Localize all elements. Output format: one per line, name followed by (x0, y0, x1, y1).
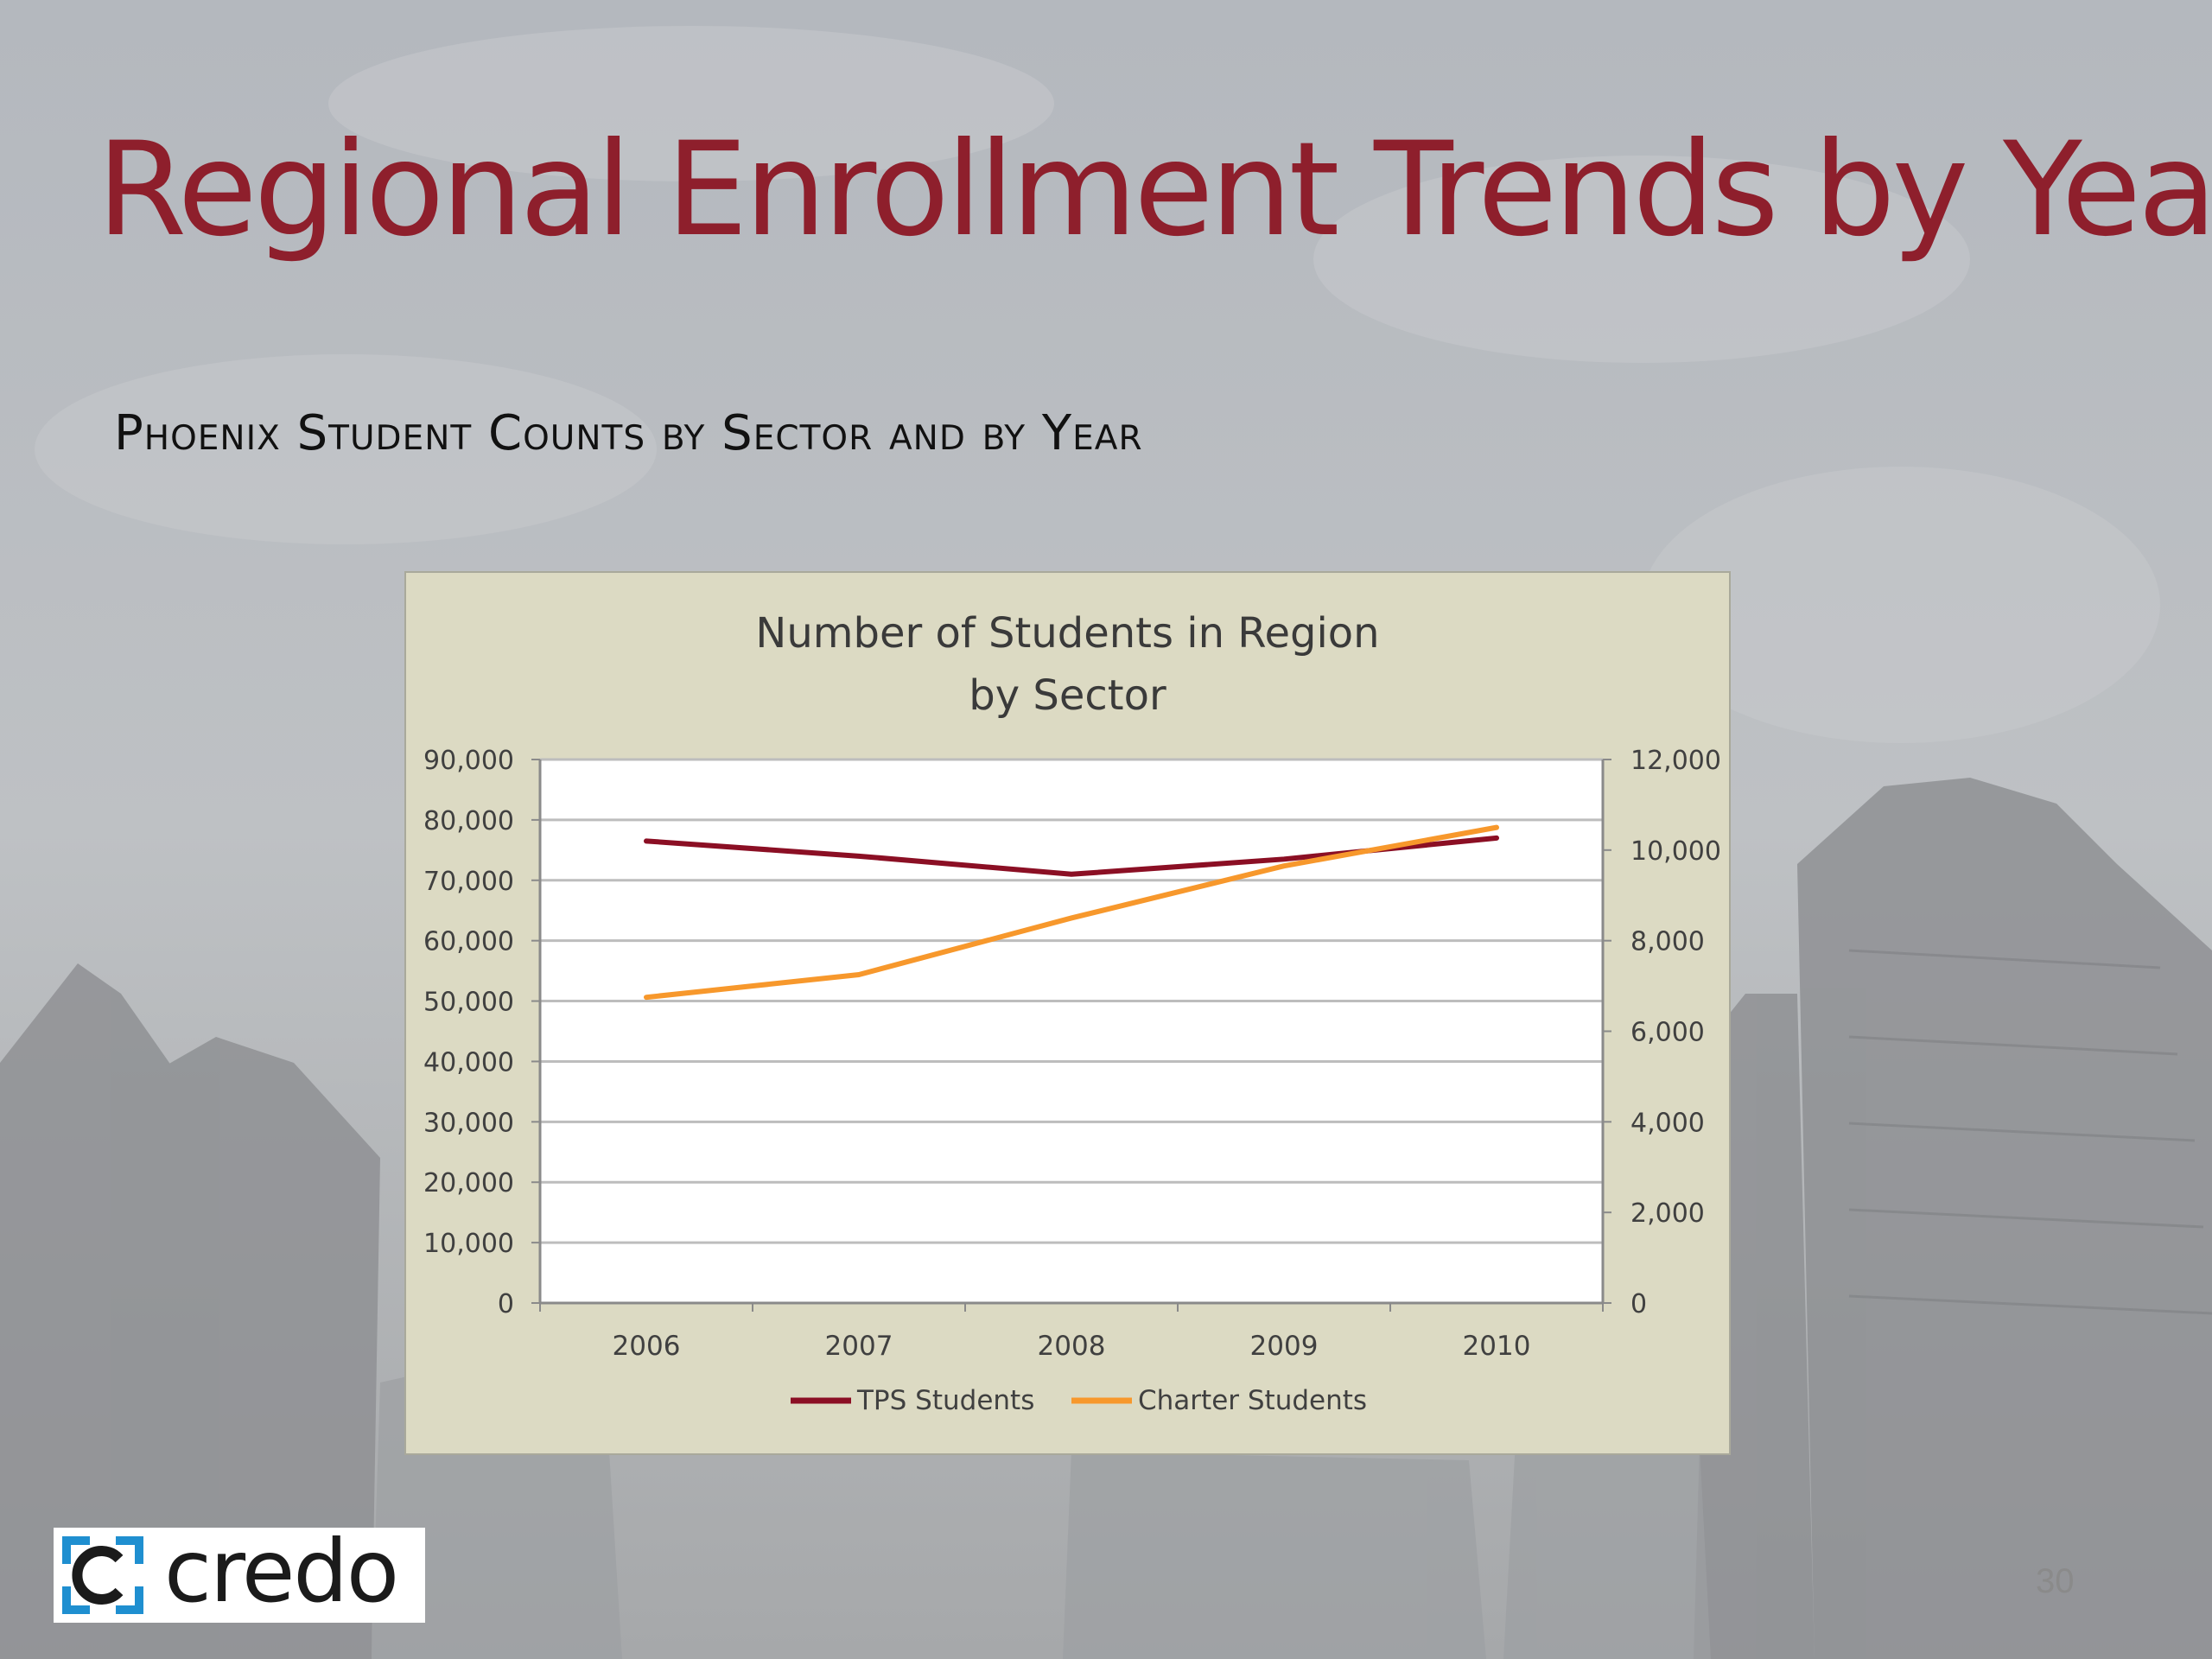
right-axis-tick-label: 2,000 (1630, 1198, 1705, 1229)
credo-logo: credo (54, 1524, 425, 1623)
x-axis-tick-label: 2010 (1463, 1331, 1531, 1362)
right-axis-tick-label: 6,000 (1630, 1018, 1705, 1048)
left-axis-tick-label: 10,000 (423, 1229, 514, 1259)
chart-title-line-2: by Sector (969, 671, 1166, 720)
left-axis-tick-label: 40,000 (423, 1047, 514, 1077)
left-axis-tick-label: 80,000 (423, 806, 514, 836)
left-axis-tick-label: 50,000 (423, 988, 514, 1018)
left-axis-tick-label: 90,000 (423, 746, 514, 776)
chart-title: Number of Students in Region by Sector (406, 602, 1729, 727)
x-axis-tick-label: 2006 (613, 1331, 681, 1362)
page-number: 30 (2036, 1562, 2075, 1600)
chart-title-line-1: Number of Students in Region (755, 609, 1380, 658)
line-chart: 0 10,000 20,000 30,000 40,000 50,000 60,000 70,… (423, 746, 1721, 1416)
right-axis-tick-label: 4,000 (1630, 1108, 1705, 1138)
left-axis-tick-label: 30,000 (423, 1108, 514, 1138)
left-axis-tick-label: 20,000 (423, 1168, 514, 1198)
legend-label-tps: TPS Students (856, 1385, 1034, 1416)
x-axis-tick-label: 2007 (825, 1331, 893, 1362)
plot-area (540, 760, 1603, 1303)
left-axis-tick-label: 70,000 (423, 867, 514, 897)
legend-label-charter: Charter Students (1138, 1385, 1367, 1416)
slide-subtitle: Phoenix Student Counts by Sector and by … (114, 405, 1143, 461)
series-line-charter (644, 824, 1499, 1001)
x-axis-tick-label: 2008 (1038, 1331, 1106, 1362)
chart-frame: Number of Students in Region by Sector 0… (404, 571, 1731, 1455)
credo-logo-text: credo (164, 1521, 399, 1622)
left-axis-tick-label: 0 (498, 1289, 514, 1319)
x-axis-tick-label: 2009 (1250, 1331, 1319, 1362)
slide-title: Regional Enrollment Trends by Year (97, 115, 2212, 265)
right-axis-tick-label: 8,000 (1630, 927, 1705, 957)
credo-logo-mark-icon (62, 1536, 143, 1614)
right-axis-tick-label: 12,000 (1630, 746, 1721, 776)
right-axis-tick-label: 10,000 (1630, 836, 1721, 867)
right-axis-tick-label: 0 (1630, 1289, 1647, 1319)
left-axis-tick-label: 60,000 (423, 927, 514, 957)
